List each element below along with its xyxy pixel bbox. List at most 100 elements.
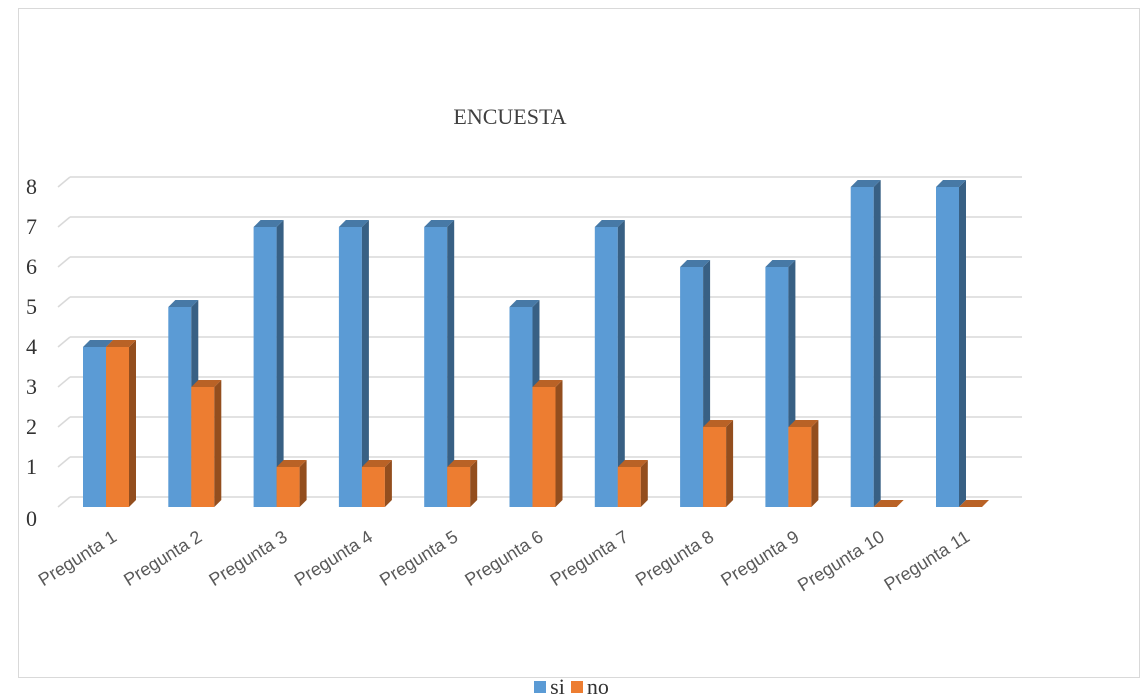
bars bbox=[83, 180, 989, 507]
bar-top bbox=[617, 460, 648, 467]
bar-front bbox=[509, 307, 533, 507]
bar-top bbox=[532, 380, 563, 387]
y-tick-label: 7 bbox=[26, 214, 37, 239]
bar-front bbox=[168, 307, 192, 507]
bar-no-4 bbox=[361, 460, 392, 507]
y-tick-label: 2 bbox=[26, 414, 37, 439]
bar-top bbox=[594, 220, 625, 227]
bar-top bbox=[83, 340, 113, 347]
bar-front bbox=[850, 187, 874, 507]
bar-top bbox=[680, 260, 711, 267]
x-tick-label: Pregunta 3 bbox=[205, 526, 290, 590]
legend-label-no: no bbox=[586, 673, 609, 699]
bar-top bbox=[509, 300, 540, 307]
y-tick-label: 5 bbox=[26, 294, 37, 319]
bar-front bbox=[106, 347, 129, 507]
chart-title: ENCUESTA bbox=[453, 104, 566, 129]
bar-no-2 bbox=[191, 380, 222, 507]
gridline-diag bbox=[57, 456, 71, 468]
bar-si-7 bbox=[594, 220, 625, 507]
bar-top bbox=[765, 260, 796, 267]
bar-side bbox=[276, 220, 284, 507]
bar-side bbox=[299, 460, 307, 507]
gridline-diag bbox=[57, 176, 71, 188]
bar-front bbox=[680, 267, 704, 507]
bar-side bbox=[811, 420, 819, 507]
bar-front bbox=[424, 227, 448, 507]
bar-no-1 bbox=[106, 340, 136, 507]
bar-top bbox=[253, 220, 284, 227]
bar-si-3 bbox=[253, 220, 284, 507]
y-tick-label: 6 bbox=[26, 254, 37, 279]
x-tick-label: Pregunta 11 bbox=[880, 526, 973, 594]
bar-top bbox=[424, 220, 455, 227]
legend-swatch-si bbox=[534, 680, 547, 693]
bar-top bbox=[850, 180, 881, 187]
gridline-diag bbox=[57, 256, 71, 268]
x-axis-ticks: Pregunta 1 Pregunta 2 Pregunta 3 Pregunta 4… bbox=[35, 526, 973, 595]
legend-label-si: si bbox=[550, 673, 565, 699]
bar-top bbox=[191, 380, 222, 387]
bar-no-10 bbox=[873, 500, 904, 507]
legend: si no bbox=[0, 674, 1143, 699]
gridline-diag bbox=[57, 376, 71, 388]
bar-front bbox=[532, 387, 556, 507]
bar-front bbox=[191, 387, 215, 507]
legend-swatch-no bbox=[570, 680, 583, 693]
legend-item-si: si bbox=[534, 674, 565, 700]
bar-si-5 bbox=[424, 220, 455, 507]
bar-side bbox=[959, 180, 966, 507]
y-tick-label: 1 bbox=[26, 454, 37, 479]
bar-top bbox=[936, 180, 966, 187]
gridline-diag bbox=[57, 416, 71, 428]
x-tick-label: Pregunta 8 bbox=[632, 526, 717, 590]
y-tick-label: 8 bbox=[26, 174, 37, 199]
bar-side bbox=[555, 380, 563, 507]
x-tick-label: Pregunta 5 bbox=[376, 526, 461, 590]
bar-si-4 bbox=[338, 220, 369, 507]
bar-no-3 bbox=[276, 460, 307, 507]
bar-front bbox=[276, 467, 300, 507]
bar-side bbox=[384, 460, 392, 507]
bar-top bbox=[361, 460, 392, 467]
bar-top bbox=[168, 300, 199, 307]
gridline-diag bbox=[57, 296, 71, 308]
bar-no-8 bbox=[703, 420, 734, 507]
x-tick-label: Pregunta 6 bbox=[461, 526, 546, 590]
bar-front bbox=[447, 467, 471, 507]
bar-no-7 bbox=[617, 460, 648, 507]
gridline-diag bbox=[57, 216, 71, 228]
bar-side bbox=[129, 340, 136, 507]
bar-side bbox=[726, 420, 734, 507]
y-axis-ticks: 0 1 2 3 4 5 6 7 8 bbox=[26, 174, 37, 531]
bar-front bbox=[788, 427, 812, 507]
bar-top bbox=[703, 420, 734, 427]
bar-front bbox=[703, 427, 727, 507]
y-tick-label: 4 bbox=[26, 334, 37, 359]
bar-side bbox=[640, 460, 648, 507]
bar-no-5 bbox=[447, 460, 478, 507]
bar-side bbox=[214, 380, 222, 507]
bar-top bbox=[959, 500, 989, 507]
gridline-diag bbox=[57, 336, 71, 348]
bar-no-11 bbox=[959, 500, 989, 507]
bar-top bbox=[338, 220, 369, 227]
bar-side bbox=[873, 180, 881, 507]
x-tick-label: Pregunta 9 bbox=[717, 526, 802, 590]
bar-side bbox=[617, 220, 625, 507]
x-tick-label: Pregunta 10 bbox=[794, 526, 888, 595]
bar-no-6 bbox=[532, 380, 563, 507]
y-tick-label: 3 bbox=[26, 374, 37, 399]
bar-front bbox=[936, 187, 959, 507]
bar-top bbox=[276, 460, 307, 467]
bar-top bbox=[447, 460, 478, 467]
bar-front bbox=[83, 347, 106, 507]
bar-side bbox=[470, 460, 478, 507]
x-tick-label: Pregunta 4 bbox=[291, 526, 376, 590]
bar-front bbox=[338, 227, 362, 507]
bar-side bbox=[447, 220, 455, 507]
bar-top bbox=[106, 340, 136, 347]
bar-front bbox=[361, 467, 385, 507]
bar-si-10 bbox=[850, 180, 881, 507]
